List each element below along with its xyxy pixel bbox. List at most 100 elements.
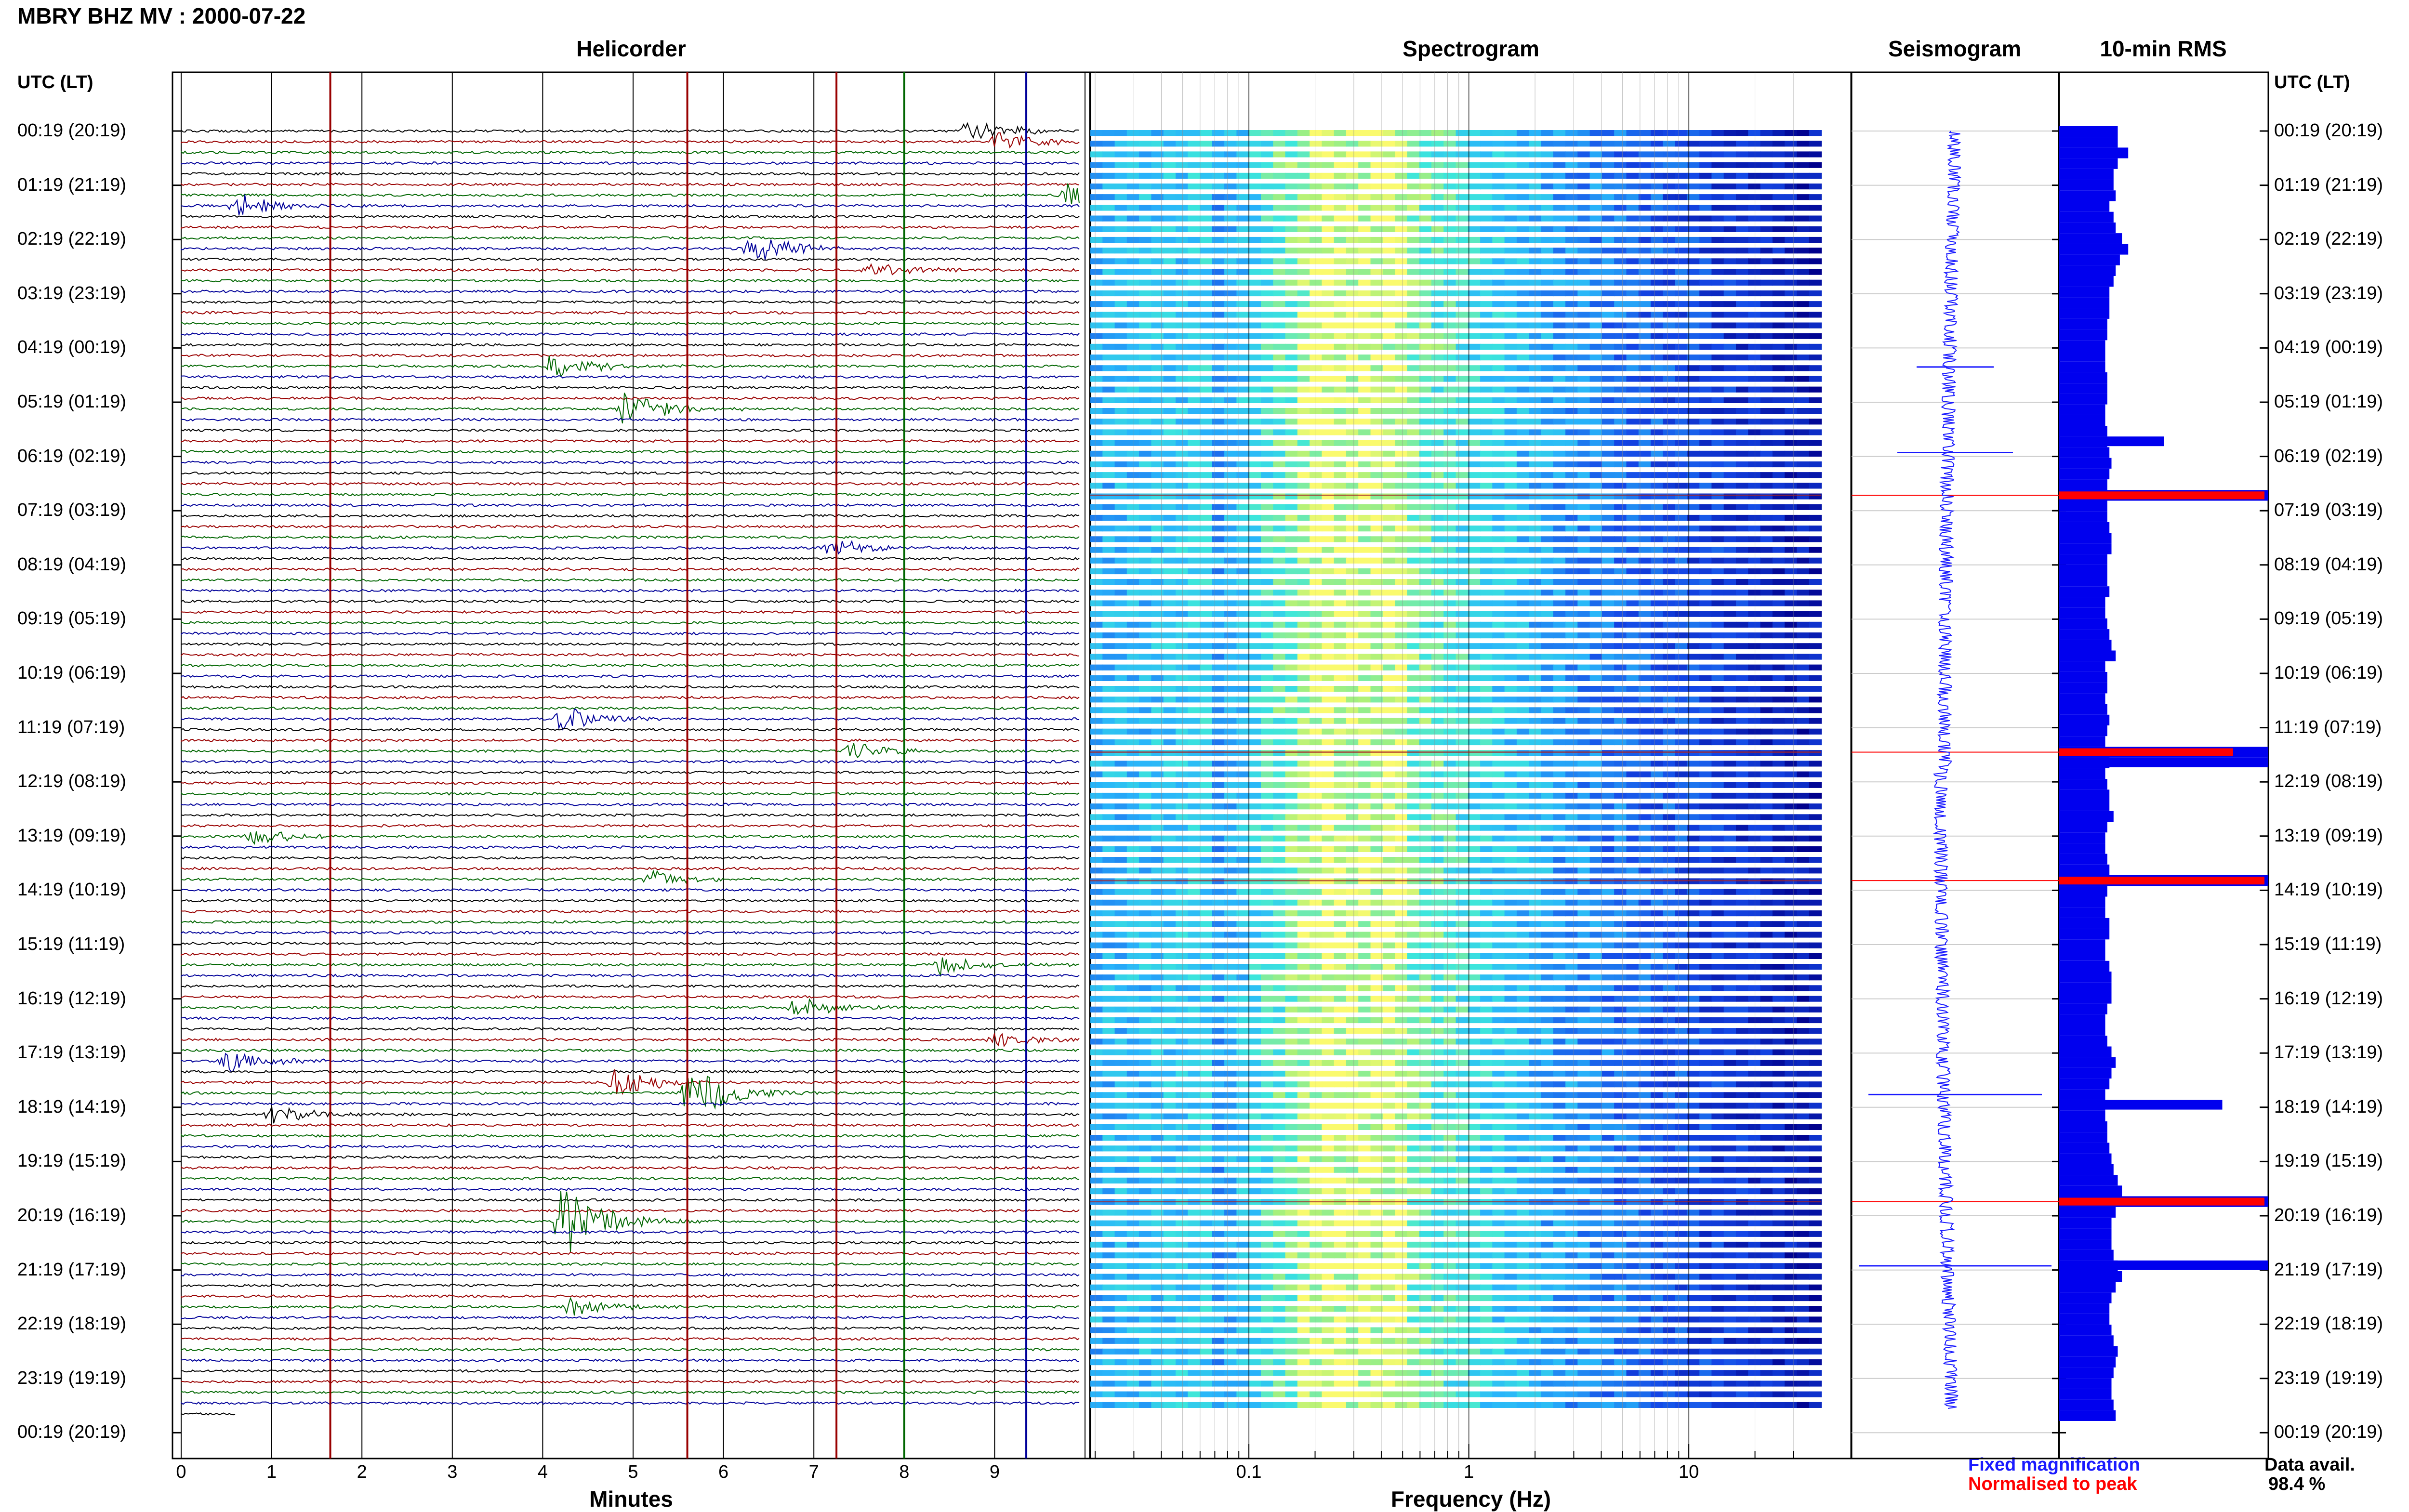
spectrogram-cell bbox=[1346, 803, 1359, 810]
spectrogram-cell bbox=[1188, 450, 1201, 457]
spectrogram-cell bbox=[1236, 514, 1249, 521]
spectrogram-cell bbox=[1224, 141, 1237, 147]
spectrogram-cell bbox=[1723, 343, 1736, 350]
spectrogram-cell bbox=[1651, 205, 1664, 211]
spectrogram-cell bbox=[1395, 226, 1408, 232]
spectrogram-cell bbox=[1163, 408, 1176, 414]
spectrogram-cell bbox=[1139, 343, 1152, 350]
spectrogram-cell bbox=[1224, 899, 1237, 906]
spectrogram-cell bbox=[1736, 761, 1749, 767]
spectrogram-cell bbox=[1248, 258, 1261, 264]
spectrogram-cell bbox=[1163, 536, 1176, 542]
spectrogram-cell bbox=[1711, 450, 1724, 457]
spectrogram-cell bbox=[1224, 621, 1237, 628]
spectrogram-cell bbox=[1322, 184, 1335, 190]
spectrogram-cell bbox=[1809, 269, 1822, 275]
spectrogram-cell bbox=[1126, 953, 1140, 959]
spectrogram-cell bbox=[1212, 472, 1225, 478]
spectrogram-cell bbox=[1395, 697, 1408, 703]
spectrogram-cell bbox=[1748, 526, 1761, 532]
spectrogram-cell bbox=[1565, 141, 1578, 147]
spectrogram-cell bbox=[1151, 547, 1164, 553]
spectrogram-cell bbox=[1577, 151, 1590, 158]
spectrogram-cell bbox=[1419, 419, 1432, 425]
spectrogram-cell bbox=[1151, 483, 1164, 489]
spectrogram-cell bbox=[1261, 151, 1274, 158]
spectrogram-cell bbox=[1687, 868, 1700, 874]
spectrogram-cell bbox=[1614, 333, 1627, 339]
spectrogram-cell bbox=[1504, 504, 1517, 510]
spectrogram-cell bbox=[1626, 621, 1639, 628]
spectrogram-cell bbox=[1663, 333, 1676, 339]
spectrogram-cell bbox=[1358, 835, 1371, 841]
spectrogram-cell bbox=[1285, 205, 1298, 211]
spectrogram-cell bbox=[1212, 557, 1225, 564]
spectrogram-cell bbox=[1090, 825, 1103, 831]
spectrogram-cell bbox=[1261, 557, 1274, 564]
spectrogram-cell bbox=[1102, 761, 1115, 767]
helicorder-trace bbox=[181, 973, 1080, 978]
spectrogram-cell bbox=[1480, 483, 1493, 489]
spectrogram-cell bbox=[1589, 258, 1602, 264]
spectrogram-cell bbox=[1431, 547, 1444, 553]
spectrogram-cell bbox=[1090, 814, 1103, 820]
spectrogram-cell bbox=[1541, 162, 1554, 168]
spectrogram-cell bbox=[1614, 151, 1627, 158]
spectrogram-cell bbox=[1273, 151, 1286, 158]
spectrogram-cell bbox=[1273, 376, 1286, 382]
spectrogram-cell bbox=[1675, 921, 1688, 927]
spectrogram-cell bbox=[1176, 141, 1189, 147]
spectrogram-cell bbox=[1346, 782, 1359, 788]
spectrogram-cell bbox=[1285, 600, 1298, 606]
spectrogram-cell bbox=[1553, 151, 1566, 158]
spectrogram-cell bbox=[1395, 215, 1408, 222]
spectrogram-cell bbox=[1163, 899, 1176, 906]
spectrogram-cell bbox=[1407, 728, 1420, 735]
spectrogram-cell bbox=[1334, 792, 1347, 799]
helicorder-trace bbox=[181, 375, 1080, 379]
spectrogram-cell bbox=[1492, 857, 1505, 863]
spectrogram-cell bbox=[1480, 461, 1493, 468]
spectrogram-cell bbox=[1723, 686, 1736, 692]
spectrogram-cell bbox=[1188, 172, 1201, 179]
spectrogram-cell bbox=[1626, 547, 1639, 553]
spectrogram-cell bbox=[1419, 953, 1432, 959]
helicorder-trace bbox=[181, 539, 1080, 555]
spectrogram-cell bbox=[1346, 237, 1359, 243]
spectrogram-cell bbox=[1675, 376, 1688, 382]
spectrogram-cell bbox=[1151, 654, 1164, 660]
spectrogram-cell bbox=[1577, 889, 1590, 895]
spectrogram-cell bbox=[1139, 590, 1152, 596]
spectrogram-cell bbox=[1224, 290, 1237, 297]
spectrogram-cell bbox=[1785, 739, 1798, 746]
spectrogram-cell bbox=[1638, 771, 1652, 777]
spectrogram-cell bbox=[1760, 857, 1773, 863]
spectrogram-cell bbox=[1322, 408, 1335, 414]
spectrogram-cell bbox=[1346, 835, 1359, 841]
spectrogram-cell bbox=[1797, 450, 1810, 457]
spectrogram-cell bbox=[1273, 910, 1286, 917]
spectrogram-cell bbox=[1395, 835, 1408, 841]
helicorder-trace bbox=[181, 1144, 1080, 1149]
spectrogram-cell bbox=[1419, 697, 1432, 703]
spectrogram-cell bbox=[1516, 269, 1530, 275]
spectrogram-cell bbox=[1577, 237, 1590, 243]
spectrogram-cell bbox=[1261, 194, 1274, 200]
spectrogram-cell bbox=[1310, 141, 1323, 147]
spectrogram-cell bbox=[1711, 600, 1724, 606]
spectrogram-cell bbox=[1322, 141, 1335, 147]
spectrogram-cell bbox=[1248, 526, 1261, 532]
spectrogram-cell bbox=[1176, 461, 1189, 468]
spectrogram-cell bbox=[1492, 942, 1505, 948]
spectrogram-cell bbox=[1139, 279, 1152, 286]
spectrogram-cell bbox=[1565, 621, 1578, 628]
spectrogram-cell bbox=[1663, 697, 1676, 703]
spectrogram-cell bbox=[1638, 654, 1652, 660]
spectrogram-cell bbox=[1443, 333, 1456, 339]
spectrogram-cell bbox=[1102, 333, 1115, 339]
spectrogram-cell bbox=[1748, 301, 1761, 307]
spectrogram-cell bbox=[1358, 568, 1371, 575]
spectrogram-cell bbox=[1090, 632, 1103, 639]
spectrogram-cell bbox=[1200, 739, 1213, 746]
spectrogram-cell bbox=[1114, 162, 1127, 168]
